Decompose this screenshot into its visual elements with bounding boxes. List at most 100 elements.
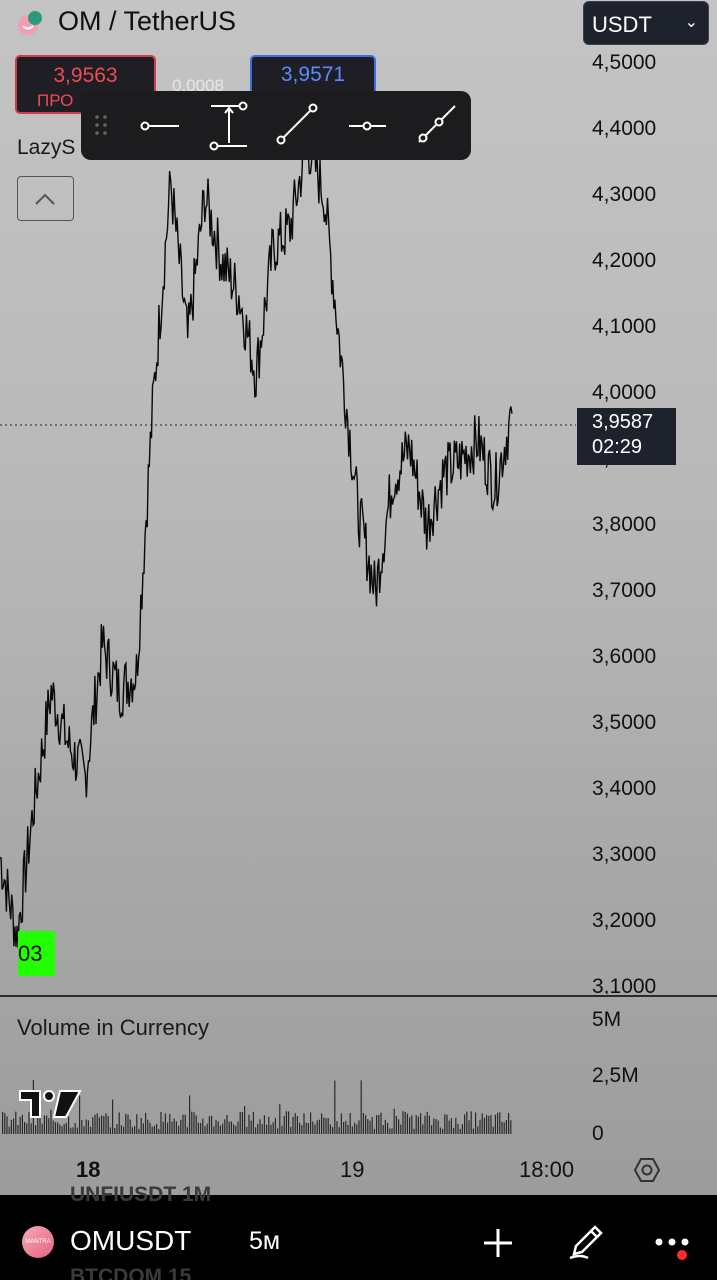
collapse-indicators-button[interactable] [17,176,74,221]
more-options-icon[interactable] [654,1232,694,1262]
add-icon[interactable] [481,1226,515,1260]
volume-bar [98,1117,100,1134]
volume-bar [189,1095,191,1134]
volume-bar [442,1128,444,1134]
currency-selector[interactable]: USDT ⌄ [583,1,709,45]
current-price: 3,9587 [592,411,654,433]
volume-title[interactable]: Volume in Currency [17,1015,209,1040]
volume-bar [314,1124,316,1134]
volume-bar [41,1123,43,1134]
volume-bar [114,1128,116,1134]
volume-bar [426,1111,428,1134]
volume-bar [376,1115,378,1134]
buy-button[interactable]: 3,9571 [250,55,376,95]
volume-bar [343,1122,345,1134]
extended-line-tool-icon[interactable] [418,105,456,143]
volume-bar [182,1114,184,1134]
volume-bar [336,1121,338,1134]
volume-bar [464,1114,466,1134]
price-line [0,133,513,949]
time-axis-label: 19 [340,1157,365,1182]
volume-bar [354,1122,356,1134]
volume-bar [39,1114,41,1134]
chart-settings-icon[interactable] [633,1156,661,1184]
volume-bar [475,1112,477,1134]
pane-divider[interactable] [0,995,717,997]
drawing-pen-icon[interactable] [566,1220,608,1262]
current-price-tag: 3,9587 02:29 [577,408,676,465]
volume-bar [224,1119,226,1134]
volume-bar [129,1119,131,1134]
horizontal-ray-tool-icon[interactable] [349,121,386,131]
volume-bar [263,1115,265,1134]
volume-bar [404,1111,406,1134]
volume-bar [175,1121,177,1134]
volume-bar [255,1127,257,1134]
volume-bar [72,1127,74,1134]
volume-bar [151,1126,153,1134]
volume-bar [118,1112,120,1134]
volume-bar [457,1123,459,1134]
volume-bar [96,1113,98,1134]
volume-bar [63,1124,65,1134]
notification-dot [677,1250,687,1260]
drag-handle-icon[interactable] [95,115,107,135]
volume-bar [85,1119,87,1134]
indicator-label[interactable]: LazyS [17,136,76,159]
volume-bar [160,1112,162,1134]
volume-bar [140,1117,142,1134]
price-axis-label: 4,0000 [592,381,657,404]
volume-bar [411,1115,413,1134]
volume-bar [127,1114,129,1134]
volume-bar [292,1116,294,1134]
vertical-range-tool-icon[interactable] [209,101,248,151]
trend-line-tool-icon[interactable] [276,103,318,145]
price-chart[interactable] [0,0,717,1195]
volume-bar [307,1123,309,1134]
volume-bar [81,1120,83,1134]
volume-bar [142,1123,144,1134]
volume-bar [481,1113,483,1134]
volume-bar [46,1115,48,1134]
tradingview-logo-icon[interactable] [18,1085,82,1121]
volume-bar [59,1124,61,1134]
volume-bar [288,1111,290,1134]
volume-bar [68,1116,70,1134]
page-title: OM / TetherUS [58,6,237,36]
volume-bar [259,1119,261,1134]
volume-bar [19,1116,21,1134]
volume-bar [252,1111,254,1134]
symbol-selector[interactable]: OMUSDT [70,1225,192,1256]
volume-bar [204,1126,206,1134]
volume-bar [83,1126,85,1134]
volume-bar [21,1114,23,1134]
bar-marker: 03 [18,931,55,976]
volume-bar [274,1117,276,1134]
volume-bar [6,1116,8,1134]
volume-bar [461,1124,463,1134]
volume-bar [378,1115,380,1134]
volume-bar [272,1122,274,1134]
volume-bar [195,1115,197,1134]
volume-bar [446,1114,448,1134]
volume-bar [101,1115,103,1134]
volume-bar [145,1112,147,1134]
volume-bar [70,1127,72,1134]
volume-bar [30,1123,32,1134]
volume-bar [422,1124,424,1134]
volume-bar [437,1120,439,1134]
volume-bar [270,1124,272,1134]
volume-bar [486,1115,488,1134]
volume-bar [301,1125,303,1134]
volume-bar [299,1122,301,1134]
chart-area[interactable]: OM / TetherUS USDT ⌄ 3,9563 ПРО 0.0008 3… [0,0,717,1195]
volume-bar [178,1126,180,1134]
volume-bar [54,1122,56,1134]
volume-bar [169,1114,171,1134]
ghost-watchlist-row: BTCDOM 15 [70,1265,192,1280]
horizontal-line-tool-icon[interactable] [140,121,180,131]
volume-bar [459,1128,461,1134]
price-axis-label: 4,1000 [592,315,657,338]
interval-selector[interactable]: 5м [249,1227,281,1255]
volume-bar [116,1124,118,1134]
